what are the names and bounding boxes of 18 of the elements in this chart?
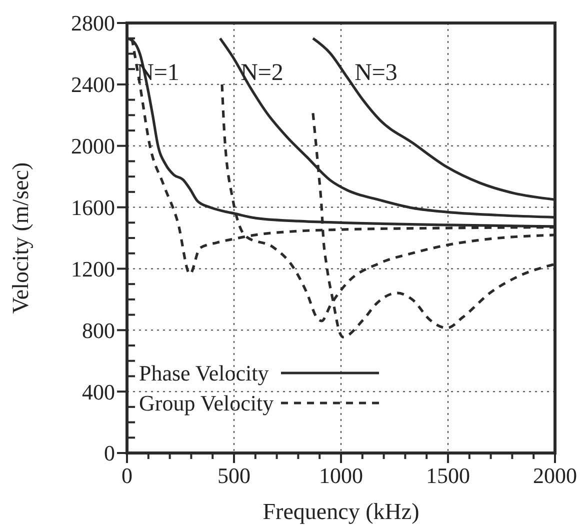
x-tick-label: 500 — [218, 463, 250, 488]
x-tick-label: 1500 — [426, 463, 470, 488]
x-axis-title: Frequency (kHz) — [262, 499, 420, 524]
y-axis-title: Velocity (m/sec) — [8, 162, 33, 314]
y-tick-label: 1200 — [71, 256, 115, 282]
y-tick-label: 2000 — [71, 134, 115, 159]
x-tick-label: 0 — [122, 463, 132, 488]
annotation: N=3 — [354, 60, 398, 86]
y-tick-label: 400 — [82, 379, 115, 404]
legend-label: Group Velocity — [139, 390, 274, 416]
y-tick-label: 1600 — [71, 194, 115, 220]
y-tick-label: 0 — [104, 440, 115, 466]
legend-label: Phase Velocity — [139, 360, 269, 386]
y-tick-label: 2400 — [71, 72, 115, 98]
x-tick-label: 2000 — [533, 463, 577, 488]
x-tick-label: 1000 — [319, 463, 363, 488]
y-tick-label: 800 — [82, 318, 115, 343]
y-tick-label: 2800 — [71, 10, 115, 36]
